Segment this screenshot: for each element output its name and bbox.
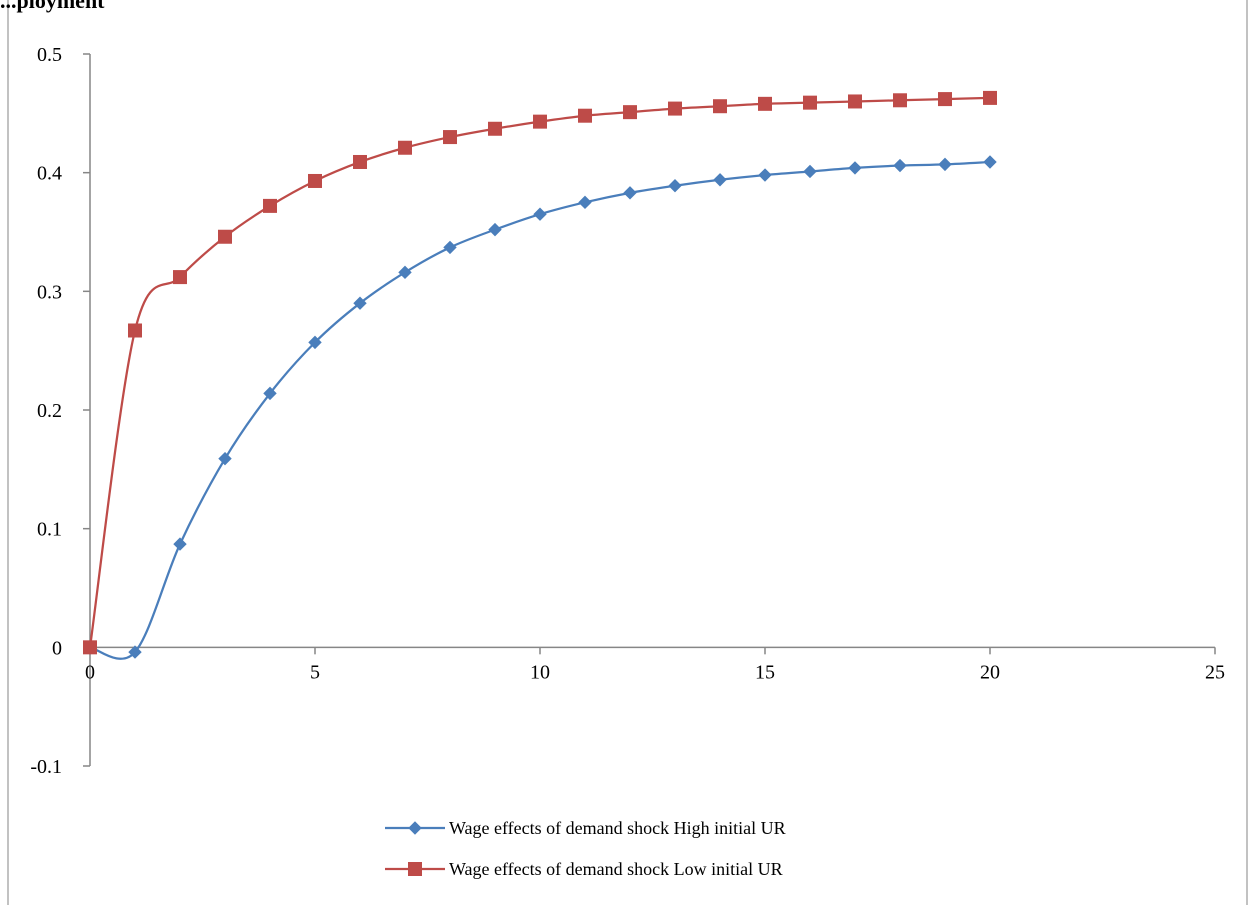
x-tick-label: 0 — [85, 661, 95, 683]
data-point — [578, 195, 592, 210]
data-point — [758, 96, 772, 111]
y-tick-label: 0.1 — [37, 519, 62, 541]
data-point — [713, 99, 727, 114]
data-point — [173, 270, 187, 285]
legend-label: Wage effects of demand shock Low initial… — [449, 859, 783, 879]
x-tick-label: 25 — [1205, 661, 1225, 683]
data-point — [623, 105, 637, 120]
y-tick-label: 0.4 — [37, 163, 62, 185]
y-tick-label: 0 — [52, 637, 62, 659]
data-point — [533, 207, 547, 221]
data-point — [83, 640, 97, 655]
data-point — [983, 155, 997, 169]
x-tick-label: 10 — [530, 661, 550, 683]
data-point — [803, 95, 817, 110]
data-point — [533, 114, 547, 129]
chart-title: ...ployment — [0, 0, 105, 13]
series-line — [88, 96, 991, 648]
data-point — [668, 179, 682, 193]
data-point — [353, 154, 367, 169]
data-point — [938, 157, 952, 172]
data-point — [218, 451, 232, 466]
data-point — [623, 186, 637, 200]
data-point — [308, 335, 322, 350]
data-point — [443, 240, 457, 255]
data-point — [938, 92, 952, 107]
data-point — [308, 173, 322, 188]
legend-item-2: Wage effects of demand shock Low initial… — [385, 859, 783, 879]
series-2 — [83, 90, 997, 655]
data-point — [488, 121, 502, 136]
data-point — [848, 94, 862, 109]
data-point — [488, 222, 502, 237]
y-tick-label: 0.2 — [37, 400, 62, 422]
legend-marker — [408, 862, 422, 876]
data-point — [263, 198, 277, 213]
legend-marker — [408, 821, 422, 835]
data-point — [263, 386, 277, 401]
x-tick-label: 15 — [755, 661, 775, 683]
data-point — [128, 645, 142, 659]
series-1 — [83, 155, 997, 660]
data-point — [443, 130, 457, 145]
data-point — [173, 537, 187, 551]
y-tick-label: -0.1 — [30, 756, 62, 778]
legend-label: Wage effects of demand shock High initia… — [449, 818, 786, 838]
data-point — [128, 323, 142, 338]
x-tick-label: 20 — [980, 661, 1000, 683]
data-point — [758, 168, 772, 182]
data-point — [983, 90, 997, 105]
data-point — [848, 161, 862, 175]
y-tick-label: 0.3 — [37, 281, 62, 303]
data-point — [398, 140, 412, 155]
data-point — [578, 108, 592, 123]
data-point — [893, 93, 907, 108]
data-point — [713, 173, 727, 187]
data-point — [668, 101, 682, 116]
y-tick-label: 0.5 — [37, 44, 62, 66]
x-tick-label: 5 — [310, 661, 320, 683]
legend-item-1: Wage effects of demand shock High initia… — [385, 818, 786, 838]
data-point — [893, 158, 907, 173]
data-point — [218, 229, 232, 244]
data-point — [353, 296, 367, 310]
data-point — [803, 164, 817, 179]
data-point — [398, 265, 412, 280]
